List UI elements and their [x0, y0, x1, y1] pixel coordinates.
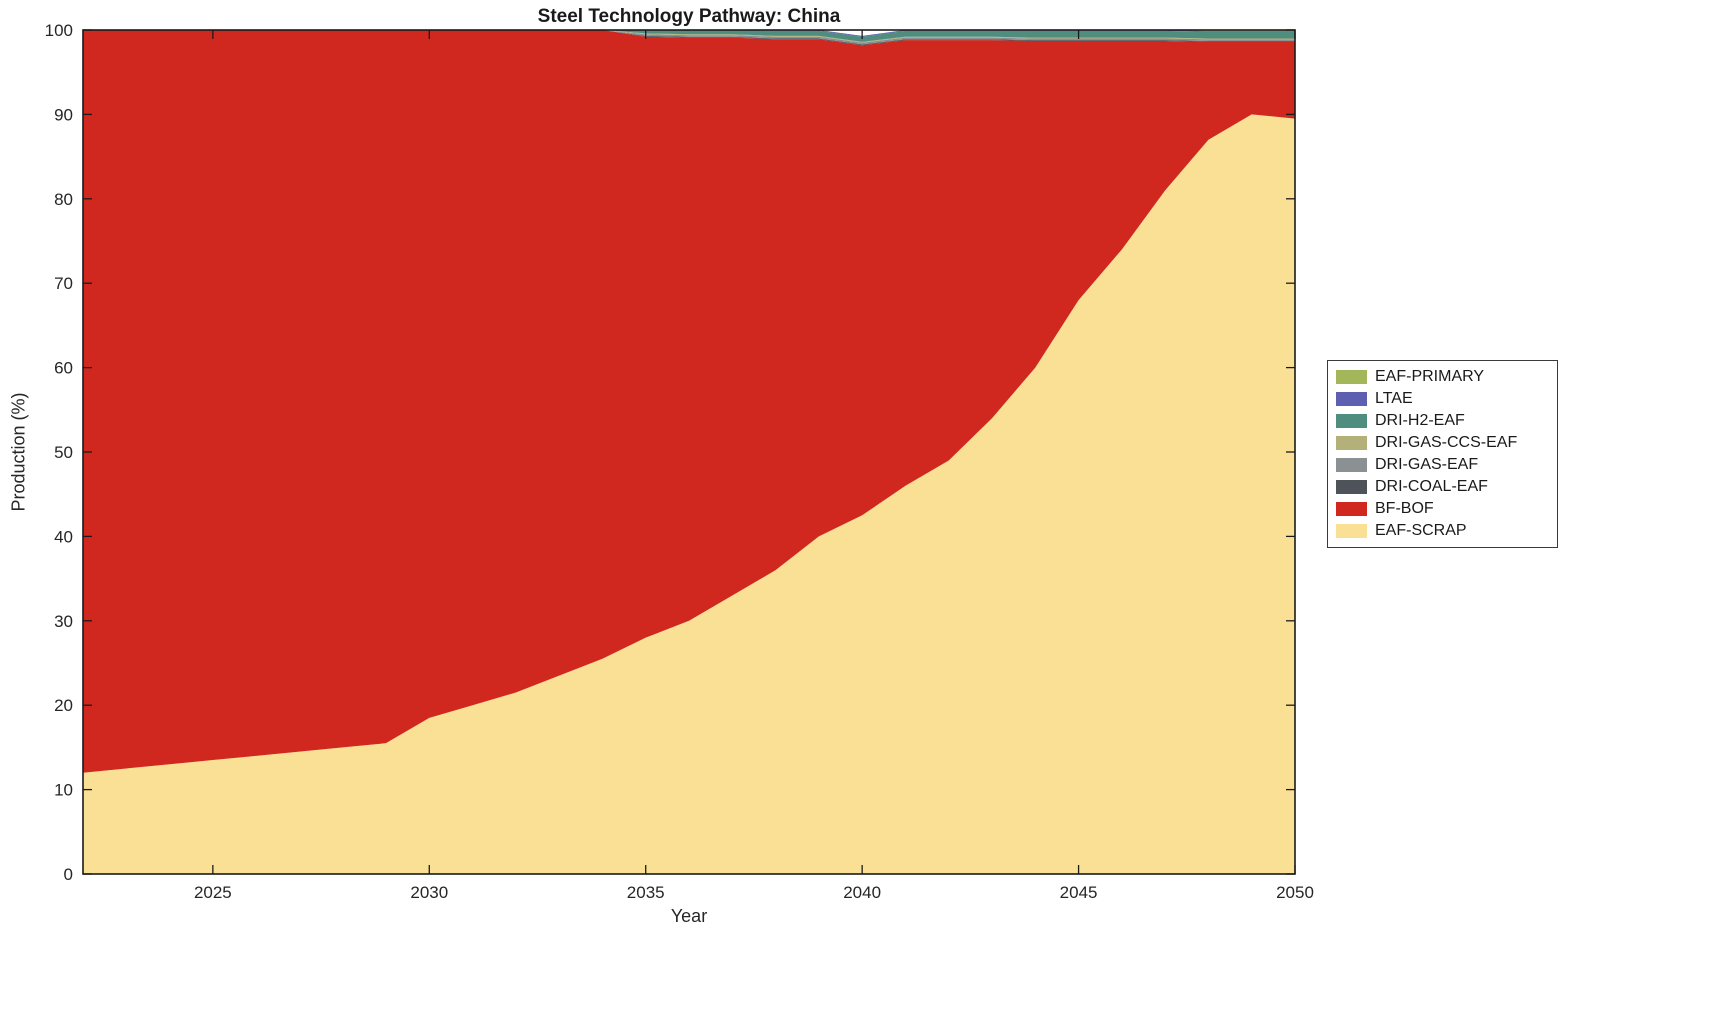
y-axis-label: Production (%) [8, 392, 29, 512]
y-tick-label: 100 [45, 21, 73, 40]
legend-swatch-eaf-primary [1336, 370, 1367, 384]
y-tick-label: 30 [54, 612, 73, 631]
area-bf-bof [83, 30, 1295, 773]
y-tick-label: 50 [54, 443, 73, 462]
legend-item-bf-bof: BF-BOF [1328, 498, 1557, 520]
legend-label: LTAE [1375, 390, 1413, 407]
legend-swatch-dri-coal-eaf [1336, 480, 1367, 494]
legend-label: DRI-H2-EAF [1375, 412, 1465, 429]
y-tick-label: 10 [54, 781, 73, 800]
x-tick-label: 2045 [1060, 883, 1098, 902]
x-tick-label: 2050 [1276, 883, 1314, 902]
legend-item-dri-gas-eaf: DRI-GAS-EAF [1328, 454, 1557, 476]
x-tick-label: 2025 [194, 883, 232, 902]
legend-label: EAF-PRIMARY [1375, 368, 1485, 385]
legend-item-dri-h2-eaf: DRI-H2-EAF [1328, 410, 1557, 432]
legend-swatch-ltae [1336, 392, 1367, 406]
area-eaf-scrap [83, 114, 1295, 874]
x-axis-label: Year [670, 906, 708, 926]
y-tick-label: 60 [54, 359, 73, 378]
y-tick-label: 20 [54, 696, 73, 715]
legend-item-eaf-primary: EAF-PRIMARY [1328, 366, 1557, 388]
x-tick-label: 2035 [627, 883, 665, 902]
y-tick-label: 90 [54, 105, 73, 124]
y-tick-label: 40 [54, 527, 73, 546]
legend-label: DRI-COAL-EAF [1375, 478, 1488, 495]
x-tick-label: 2040 [843, 883, 881, 902]
legend-swatch-dri-gas-eaf [1336, 458, 1367, 472]
legend: EAF-PRIMARY LTAE DRI-H2-EAF DRI-GAS-CCS-EAF… [1327, 360, 1558, 548]
y-tick-label: 70 [54, 274, 73, 293]
legend-label: DRI-GAS-EAF [1375, 456, 1479, 473]
legend-swatch-eaf-scrap [1336, 524, 1367, 538]
legend-label: BF-BOF [1375, 500, 1434, 517]
legend-swatch-dri-h2-eaf [1336, 414, 1367, 428]
chart-title: Steel Technology Pathway: China [537, 6, 841, 27]
x-tick-label: 2030 [410, 883, 448, 902]
legend-label: DRI-GAS-CCS-EAF [1375, 434, 1518, 451]
legend-item-dri-gas-ccs-eaf: DRI-GAS-CCS-EAF [1328, 432, 1557, 454]
legend-label: EAF-SCRAP [1375, 522, 1467, 539]
legend-item-ltae: LTAE [1328, 388, 1557, 410]
legend-item-eaf-scrap: EAF-SCRAP [1328, 520, 1557, 542]
y-tick-label: 80 [54, 190, 73, 209]
area-dri-h2-eaf [83, 30, 1295, 42]
legend-item-dri-coal-eaf: DRI-COAL-EAF [1328, 476, 1557, 498]
legend-swatch-dri-gas-ccs-eaf [1336, 436, 1367, 450]
legend-swatch-bf-bof [1336, 502, 1367, 516]
y-tick-label: 0 [64, 865, 73, 884]
area-dri-coal-eaf [83, 30, 1295, 46]
